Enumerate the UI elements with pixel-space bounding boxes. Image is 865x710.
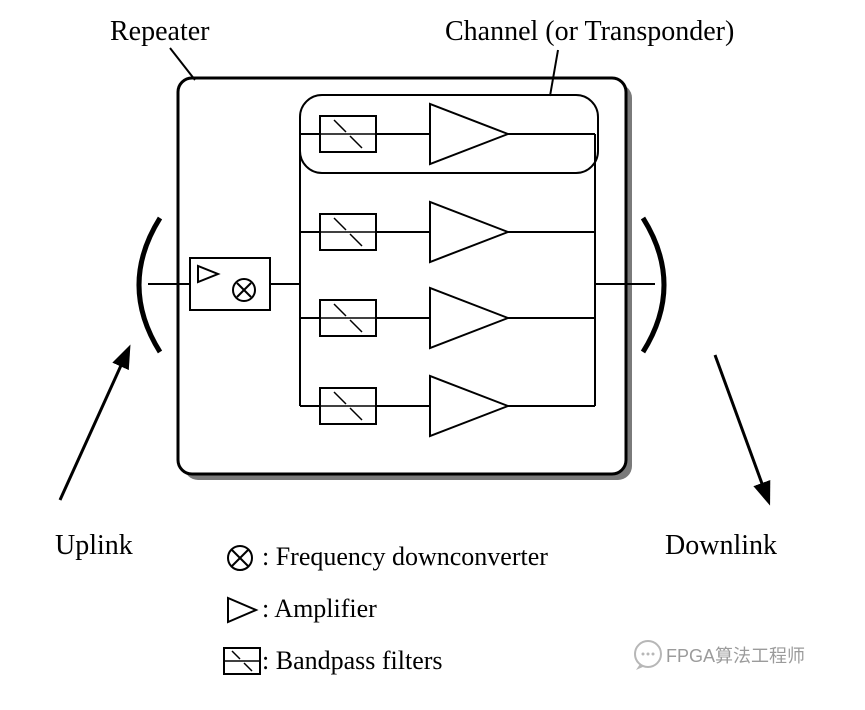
bandpass-filter-icon [320, 214, 376, 250]
bandpass-filter-icon [320, 388, 376, 424]
diagram-canvas [0, 0, 865, 710]
bandpass-filter-icon [320, 116, 376, 152]
uplink-arrow-icon [60, 350, 128, 500]
downlink-label: Downlink [665, 530, 777, 562]
bandpass-filter-icon [320, 300, 376, 336]
watermark: FPGA算法工程师 [666, 642, 805, 668]
watermark-icon [635, 641, 661, 670]
uplink-label: Uplink [55, 530, 133, 562]
watermark-text: FPGA算法工程师 [666, 642, 805, 668]
repeater-pointer [170, 48, 195, 80]
legend-filter-icon [224, 648, 260, 674]
legend-mixer-text: : Frequency downconverter [262, 542, 548, 572]
legend-mixer-icon [228, 546, 252, 570]
repeater-label: Repeater [110, 16, 210, 48]
legend-amplifier-text: : Amplifier [262, 594, 377, 624]
downconverter-box [190, 258, 270, 310]
channel-label: Channel (or Transponder) [445, 16, 734, 48]
legend-amplifier-icon [228, 598, 256, 622]
downlink-arrow-icon [715, 355, 768, 500]
legend-filter-text: : Bandpass filters [262, 646, 443, 676]
